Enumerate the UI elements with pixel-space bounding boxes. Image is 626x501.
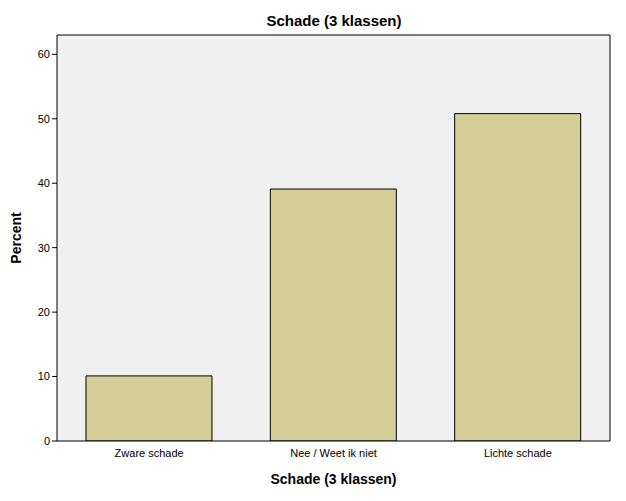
- svg-text:30: 30: [38, 242, 50, 254]
- svg-text:40: 40: [38, 177, 50, 189]
- svg-text:Schade (3 klassen): Schade (3 klassen): [270, 471, 396, 487]
- svg-text:Nee / Weet ik niet: Nee / Weet ik niet: [290, 447, 377, 459]
- svg-text:0: 0: [44, 435, 50, 447]
- svg-text:Percent: Percent: [8, 212, 24, 264]
- html-text:Schade (3 klassen): Schade (3 klassen): [266, 12, 402, 29]
- svg-text:10: 10: [38, 370, 50, 382]
- svg-text:Zware schade: Zware schade: [115, 447, 184, 459]
- svg-text:60: 60: [38, 48, 50, 60]
- svg-text:Lichte schade: Lichte schade: [484, 447, 552, 459]
- svg-text:20: 20: [38, 306, 50, 318]
- svg-text:50: 50: [38, 113, 50, 125]
